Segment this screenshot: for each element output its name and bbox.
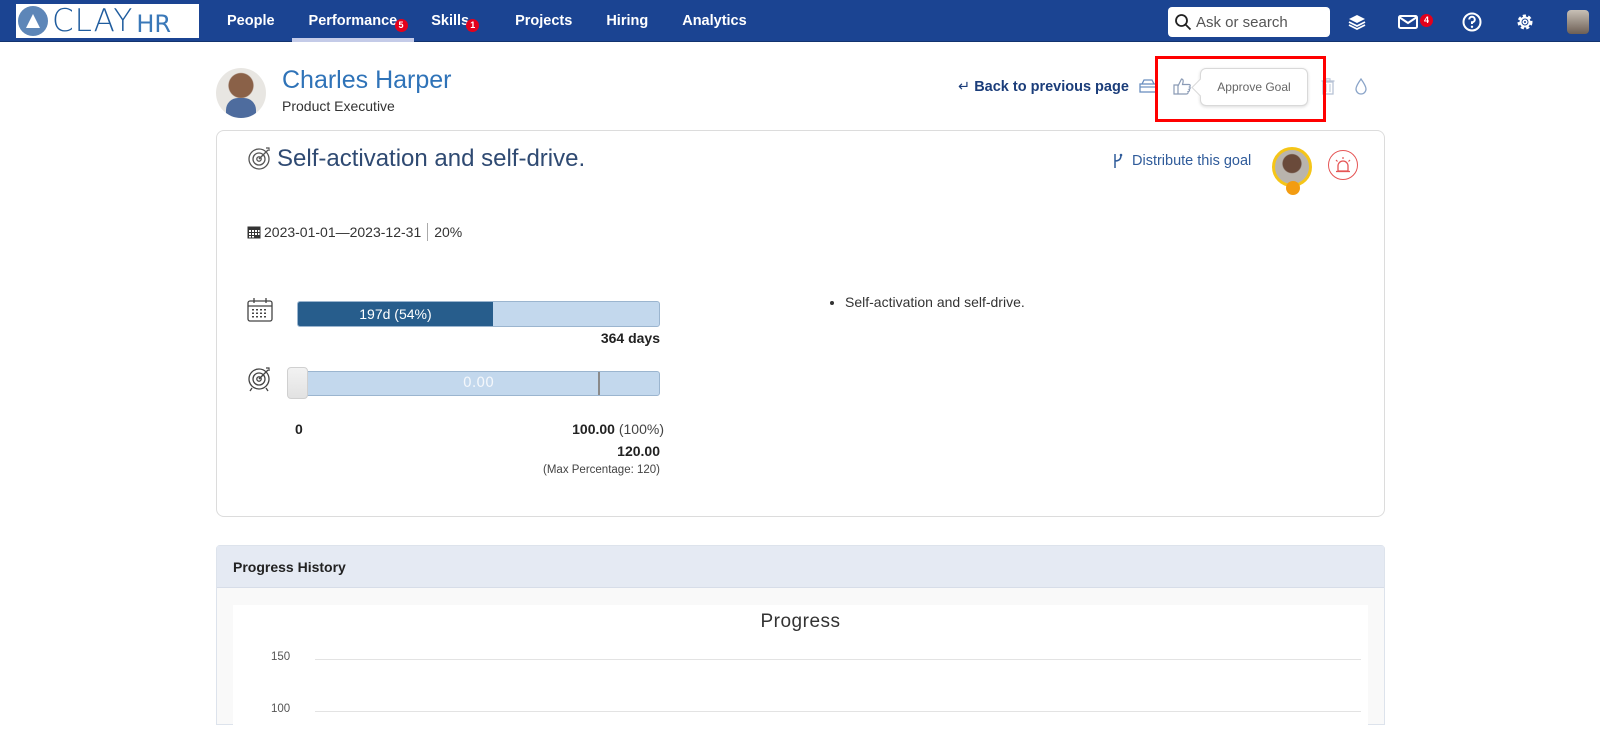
- description-item: Self-activation and self-drive.: [845, 294, 1025, 310]
- nav-item-label: Analytics: [682, 13, 747, 29]
- logo-suffix: HR: [136, 10, 172, 38]
- back-arrow-icon: ↵: [958, 79, 971, 95]
- nav-item-performance[interactable]: Performance 5: [291, 0, 415, 42]
- target-marker: [598, 372, 600, 395]
- help-icon[interactable]: [1461, 11, 1483, 33]
- archive-icon[interactable]: [1138, 76, 1158, 96]
- goal-title: Self-activation and self-drive.: [277, 145, 586, 172]
- time-progress-bar: 197d (54%): [297, 301, 660, 327]
- target-icon: [248, 147, 270, 170]
- y-tick-100: 100: [271, 703, 291, 715]
- alarm-bell-icon[interactable]: [1328, 150, 1358, 180]
- nav-item-hiring[interactable]: Hiring: [589, 0, 665, 42]
- date-range: 2023-01-01—2023-12-31: [264, 224, 422, 240]
- skills-badge: 1: [466, 19, 480, 32]
- search-box[interactable]: [1168, 7, 1330, 37]
- top-navigation-bar: CLAY HR People Performance 5 Skills 1 Pr…: [0, 0, 1600, 42]
- chart-title: Progress: [760, 611, 841, 632]
- search-icon: [1175, 14, 1192, 31]
- mail-icon[interactable]: [1397, 11, 1419, 33]
- tooltip-text: Approve Goal: [1217, 80, 1291, 94]
- nav-item-label: People: [227, 13, 275, 29]
- time-progress-label: 197d (54%): [359, 306, 432, 322]
- calendar-icon: [247, 226, 261, 239]
- thumbs-up-icon[interactable]: [1172, 76, 1192, 96]
- nav-item-label: Hiring: [606, 13, 649, 29]
- main-nav: People Performance 5 Skills 1 Projects H…: [210, 0, 764, 42]
- goal-card: Self-activation and self-drive. Distribu…: [216, 130, 1385, 517]
- user-avatar[interactable]: [1567, 10, 1589, 34]
- goal-progress-slider[interactable]: 0.00: [297, 371, 660, 396]
- target-value: 100.00: [572, 421, 615, 437]
- distribute-goal-link[interactable]: Distribute this goal: [1112, 153, 1251, 169]
- branch-icon: [1114, 153, 1123, 168]
- scale-target: 100.00 (100%): [457, 421, 664, 437]
- employee-avatar: [216, 68, 266, 118]
- total-days: 364 days: [600, 330, 660, 346]
- goal-description: Self-activation and self-drive.: [845, 294, 1025, 310]
- employee-name[interactable]: Charles Harper: [282, 66, 452, 94]
- approve-goal-tooltip: Approve Goal: [1200, 68, 1308, 106]
- distribute-label: Distribute this goal: [1132, 153, 1252, 169]
- goal-target-icon: [248, 367, 270, 392]
- employee-title: Product Executive: [282, 98, 395, 114]
- nav-item-skills[interactable]: Skills 1: [414, 0, 486, 42]
- goal-period: 2023-01-01—2023-12-31 20%: [247, 223, 462, 241]
- pending-hourglass-icon: [1286, 181, 1300, 195]
- logo-text: CLAY: [52, 3, 134, 39]
- time-calendar-icon: [247, 298, 273, 322]
- logo-mark-icon: [18, 6, 48, 36]
- current-progress-value: 0.00: [462, 375, 495, 391]
- nav-item-label: Performance: [308, 13, 398, 29]
- goal-weight: 20%: [434, 224, 463, 240]
- nav-item-people[interactable]: People: [210, 0, 292, 42]
- goal-title-row: Self-activation and self-drive.: [247, 145, 585, 173]
- performance-badge: 5: [394, 19, 408, 32]
- nav-item-label: Skills: [431, 13, 470, 29]
- gridline-100: [315, 711, 1361, 712]
- layers-icon[interactable]: [1346, 11, 1368, 33]
- settings-gear-icon[interactable]: [1514, 11, 1536, 33]
- divider: [427, 223, 429, 241]
- progress-history-header: Progress History: [217, 546, 1384, 588]
- y-tick-150: 150: [271, 651, 291, 663]
- back-to-previous-page-link[interactable]: ↵ Back to previous page: [958, 79, 1129, 95]
- search-input[interactable]: [1196, 13, 1326, 31]
- mail-badge: 4: [1420, 14, 1433, 27]
- nav-item-label: Projects: [515, 13, 573, 29]
- time-progress-fill: 197d (54%): [298, 302, 493, 326]
- trash-icon[interactable]: [1318, 76, 1338, 96]
- progress-history-panel: Progress History Progress 150 100: [216, 545, 1385, 735]
- nav-item-analytics[interactable]: Analytics: [665, 0, 763, 42]
- max-percentage-note: (Max Percentage: 120): [543, 464, 660, 476]
- water-drop-icon[interactable]: [1351, 76, 1371, 96]
- gridline-150: [315, 659, 1361, 660]
- slider-handle[interactable]: [287, 367, 308, 399]
- back-link-label: Back to previous page: [974, 79, 1129, 95]
- clayhr-logo[interactable]: CLAY HR: [16, 3, 199, 39]
- progress-chart: Progress 150 100: [233, 605, 1368, 735]
- target-percentage: (100%): [618, 421, 664, 437]
- nav-item-projects[interactable]: Projects: [498, 0, 589, 42]
- scale-max: 120.00: [617, 443, 660, 459]
- scale-min: 0: [295, 421, 303, 437]
